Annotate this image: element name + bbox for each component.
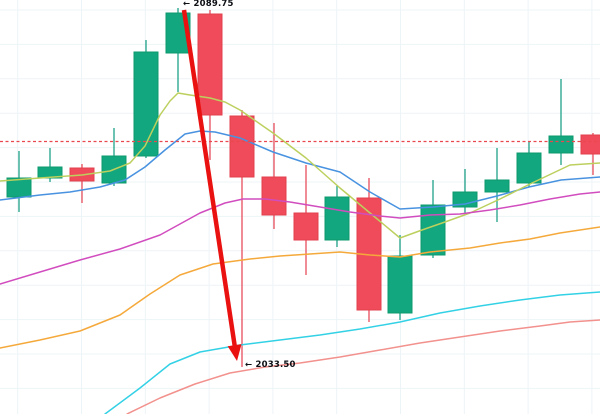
candle-body-down — [356, 197, 382, 311]
ma-magenta-line — [0, 191, 600, 285]
low-price-label: ← 2033.50 — [245, 360, 296, 370]
ma-cyan-line — [104, 291, 600, 414]
trend-arrow-shaft — [181, 9, 238, 348]
candle-body-up — [516, 152, 542, 184]
candle-body-down — [293, 212, 319, 241]
trend-arrow-head — [227, 344, 242, 361]
candle-body-up — [133, 51, 159, 157]
candle-body-up — [484, 179, 510, 193]
candle-body-down — [580, 134, 600, 155]
candle-body-down — [229, 115, 255, 178]
high-price-label: ← 2089.75 — [183, 0, 234, 9]
ma-orange-line — [0, 226, 600, 349]
candle-body-up — [548, 135, 574, 154]
candle-body-up — [420, 204, 446, 256]
candle-body-up — [324, 196, 350, 241]
candle-body-up — [387, 255, 413, 314]
candle-body-down — [261, 176, 287, 216]
ma-salmon-line — [126, 319, 600, 414]
ma-blue-line — [0, 130, 600, 210]
